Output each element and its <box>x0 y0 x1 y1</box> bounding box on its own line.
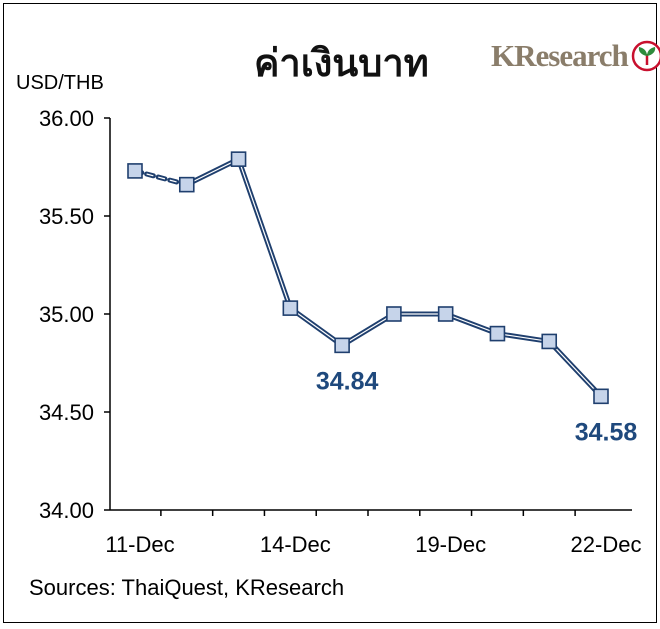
y-axis-label: USD/THB <box>16 72 104 94</box>
data-point-marker <box>489 325 506 342</box>
data-point-marker <box>334 337 350 354</box>
y-tick-label: 34.50 <box>39 400 94 425</box>
series-line-highlight <box>186 158 239 186</box>
series-line-highlight <box>341 313 395 346</box>
source-note: Sources: ThaiQuest, KResearch <box>29 575 345 600</box>
data-point-marker <box>593 388 609 405</box>
x-tick-label: 14-Dec <box>260 532 331 557</box>
series-line-highlight <box>445 313 498 335</box>
data-point-marker <box>178 176 195 193</box>
logo-text: KResearch <box>491 38 629 73</box>
data-point-marker <box>282 300 299 316</box>
chart-title: ค่าเงินบาท <box>254 41 429 85</box>
y-tick-label: 36.00 <box>39 106 94 131</box>
x-tick-label: 22-Dec <box>571 532 642 557</box>
data-point-marker <box>386 306 402 322</box>
data-point-marker <box>230 151 247 167</box>
data-label: 34.58 <box>575 418 638 446</box>
kbank-sprout-logo-icon <box>631 40 660 72</box>
series-line-highlight <box>289 307 343 346</box>
series-line-highlight <box>497 333 550 343</box>
y-tick-label: 34.00 <box>39 498 94 523</box>
chart-plot: 34.00 34.50 35.00 35.50 36.00 11-Dec 14-Dec 19-… <box>39 106 642 557</box>
x-tick-label: 11-Dec <box>105 532 174 557</box>
data-label: 34.84 <box>316 367 379 395</box>
kresearch-logo: KResearch <box>491 38 660 74</box>
data-point-marker <box>127 163 143 179</box>
y-tick-label: 35.50 <box>39 204 94 229</box>
chart-frame: 34.00 34.50 35.00 35.50 36.00 11-Dec 14-Dec 19-… <box>3 3 660 623</box>
series-line-highlight <box>134 170 187 186</box>
series-line-highlight <box>237 158 291 309</box>
y-tick-label: 35.00 <box>39 302 94 327</box>
series-line-highlight <box>548 341 602 397</box>
data-point-marker <box>437 306 454 322</box>
data-point-marker <box>541 333 558 350</box>
x-tick-label: 19-Dec <box>415 532 486 557</box>
